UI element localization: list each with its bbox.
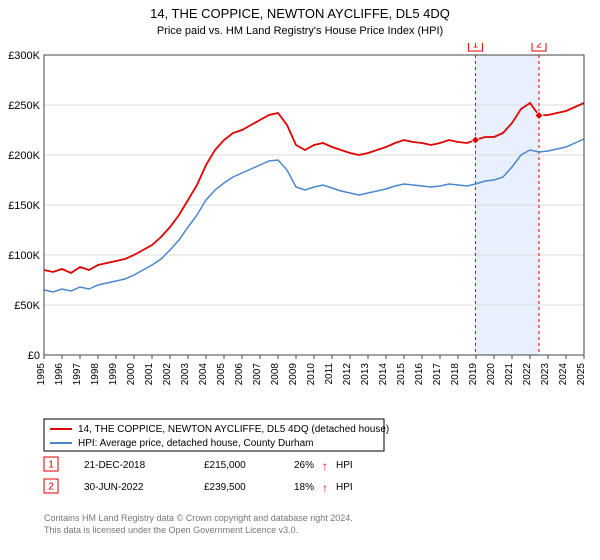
sale-date: 21-DEC-2018 bbox=[84, 460, 146, 471]
x-tick-label: 2004 bbox=[198, 363, 209, 386]
x-tick-label: 2023 bbox=[540, 363, 551, 386]
y-tick-label: £300K bbox=[8, 50, 40, 62]
y-tick-label: £50K bbox=[14, 300, 40, 312]
x-tick-label: 2019 bbox=[468, 363, 479, 386]
x-tick-label: 2016 bbox=[414, 363, 425, 386]
y-tick-label: £250K bbox=[8, 100, 40, 112]
x-tick-label: 2022 bbox=[522, 363, 533, 386]
x-tick-label: 2018 bbox=[450, 363, 461, 386]
arrow-up-icon: ↑ bbox=[322, 481, 328, 495]
x-tick-label: 2002 bbox=[162, 363, 173, 386]
x-tick-label: 1999 bbox=[108, 363, 119, 386]
sale-date: 30-JUN-2022 bbox=[84, 482, 144, 493]
sale-price: £215,000 bbox=[204, 460, 246, 471]
chart-subtitle: Price paid vs. HM Land Registry's House … bbox=[0, 21, 600, 43]
x-tick-label: 1996 bbox=[54, 363, 65, 386]
x-tick-label: 2007 bbox=[252, 363, 263, 386]
x-tick-label: 2010 bbox=[306, 363, 317, 386]
x-tick-label: 2021 bbox=[504, 363, 515, 386]
sale-pct: 18% bbox=[294, 482, 314, 493]
x-tick-label: 2006 bbox=[234, 363, 245, 386]
x-tick-label: 2017 bbox=[432, 363, 443, 386]
top-marker-num: 1 bbox=[473, 43, 479, 51]
sale-pct: 26% bbox=[294, 460, 314, 471]
footer-line2: This data is licensed under the Open Gov… bbox=[44, 525, 298, 535]
x-tick-label: 2009 bbox=[288, 363, 299, 386]
x-tick-label: 2024 bbox=[558, 363, 569, 386]
y-tick-label: £100K bbox=[8, 250, 40, 262]
chart-svg: £0 £50K £100K £150K £200K £250K £300K 1995 1996 1… bbox=[0, 43, 600, 559]
legend-label: HPI: Average price, detached house, Coun… bbox=[78, 438, 314, 449]
sale-price: £239,500 bbox=[204, 482, 246, 493]
x-tick-label: 1998 bbox=[90, 363, 101, 386]
x-tick-label: 2001 bbox=[144, 363, 155, 386]
x-tick-label: 2000 bbox=[126, 363, 137, 386]
x-tick-label: 1997 bbox=[72, 363, 83, 386]
sale-marker-num: 1 bbox=[48, 460, 54, 471]
x-tick-label: 2014 bbox=[378, 363, 389, 386]
x-tick-label: 2012 bbox=[342, 363, 353, 386]
x-tick-label: 2015 bbox=[396, 363, 407, 386]
y-tick-label: £150K bbox=[8, 200, 40, 212]
y-tick-label: £0 bbox=[28, 350, 40, 362]
x-tick-label: 2020 bbox=[486, 363, 497, 386]
x-tick-label: 2013 bbox=[360, 363, 371, 386]
legend-label: 14, THE COPPICE, NEWTON AYCLIFFE, DL5 4D… bbox=[78, 424, 389, 435]
x-tick-label: 2003 bbox=[180, 363, 191, 386]
x-tick-label: 2025 bbox=[576, 363, 587, 386]
footer-line1: Contains HM Land Registry data © Crown c… bbox=[44, 513, 353, 523]
x-tick-label: 2005 bbox=[216, 363, 227, 386]
arrow-up-icon: ↑ bbox=[322, 459, 328, 473]
sale-suffix: HPI bbox=[336, 460, 353, 471]
x-tick-label: 2008 bbox=[270, 363, 281, 386]
chart-title: 14, THE COPPICE, NEWTON AYCLIFFE, DL5 4D… bbox=[0, 0, 600, 21]
x-tick-label: 1995 bbox=[36, 363, 47, 386]
sale-suffix: HPI bbox=[336, 482, 353, 493]
y-tick-label: £200K bbox=[8, 150, 40, 162]
x-tick-label: 2011 bbox=[324, 363, 335, 385]
top-marker-num: 2 bbox=[536, 43, 542, 51]
sale-marker-num: 2 bbox=[48, 482, 54, 493]
